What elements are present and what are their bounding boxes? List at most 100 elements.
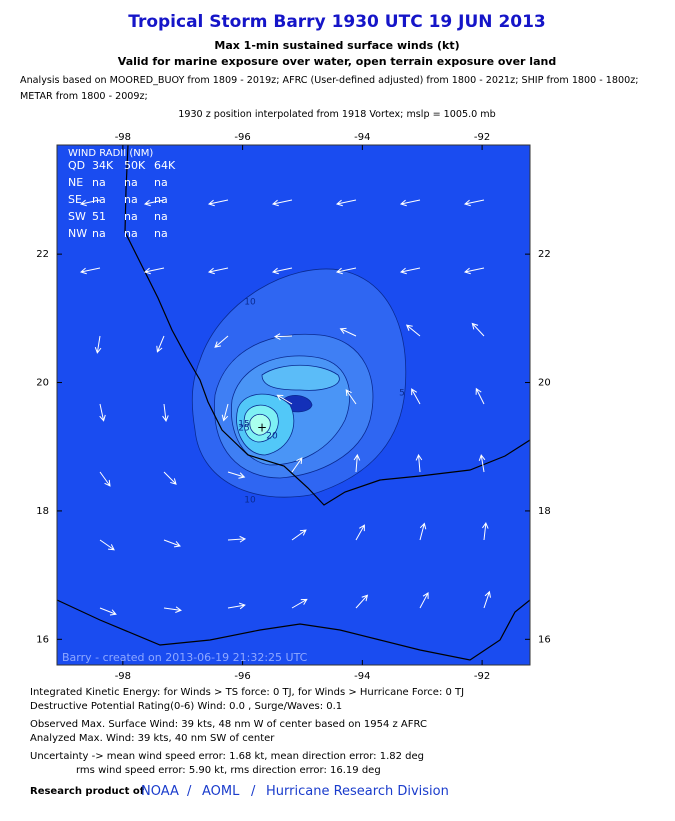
- wind-radii-cell: NW: [68, 227, 87, 240]
- center-marker: +: [257, 421, 267, 435]
- wind-arrow: [415, 453, 423, 473]
- x-tick-label: -94: [354, 671, 370, 682]
- coastline: [124, 145, 530, 506]
- coastline: [57, 599, 530, 661]
- wind-radii-cell: SE: [68, 193, 82, 206]
- wind-radii-cell: na: [124, 210, 138, 223]
- contour-label: 25: [238, 424, 249, 434]
- link[interactable]: Hurricane Research Division: [266, 784, 449, 799]
- wind-radii-cell: na: [154, 227, 168, 240]
- research-label: Research product of: [30, 786, 145, 797]
- wind-arrow: [291, 529, 307, 541]
- wind-radii-cell: na: [92, 227, 106, 240]
- wind-arrow: [227, 471, 246, 479]
- wind-arrow: [419, 522, 427, 541]
- y-tick-label: 22: [538, 249, 551, 260]
- x-tick-label: -96: [234, 671, 250, 682]
- wind-arrow: [156, 335, 165, 353]
- wind-arrow: [163, 539, 181, 548]
- wind-radii-header: 50K: [124, 159, 146, 172]
- wind-arrow: [143, 199, 165, 207]
- contour-label: 15: [238, 420, 249, 430]
- wind-arrow: [94, 335, 102, 354]
- wind-arrow: [399, 267, 421, 275]
- ticks: -98 -98 -96 -96 -94 -94 -92 -92 22 22 20 20 18 18 16 16: [36, 132, 550, 682]
- wind-arrow: [214, 335, 229, 348]
- wind-radii-header: 34K: [92, 159, 114, 172]
- wind-arrow: [291, 598, 308, 609]
- x-tick-label: -96: [234, 132, 250, 143]
- wind-arrow: [99, 403, 106, 422]
- footer-line: Destructive Potential Rating(0-6) Wind: …: [30, 701, 342, 712]
- wind-radii-cell: na: [124, 193, 138, 206]
- contours: [191, 268, 407, 498]
- wind-arrow: [463, 267, 485, 275]
- footer-line: Integrated Kinetic Energy: for Winds > T…: [30, 687, 464, 698]
- y-tick-label: 20: [36, 378, 49, 389]
- contour-label: 10: [244, 298, 256, 308]
- map-frame: [56, 144, 531, 666]
- footer-line: Analyzed Max. Wind: 39 kts, 40 nm SW of …: [30, 733, 275, 744]
- link[interactable]: NOAA: [141, 784, 179, 799]
- wind-arrow: [478, 454, 486, 473]
- y-tick-label: 20: [538, 378, 551, 389]
- x-tick-label: -98: [115, 132, 131, 143]
- map: -98 -98 -96 -96 -94 -94 -92 -92 22 22 20 20 18 18 16 16…: [36, 132, 550, 682]
- wind-arrow: [99, 471, 111, 487]
- wind-arrow: [471, 322, 485, 337]
- wind-radii-header: QD: [68, 159, 85, 172]
- wind-arrow: [276, 394, 293, 405]
- footer-line: Observed Max. Surface Wind: 39 kts, 48 n…: [30, 719, 427, 730]
- wind-arrow: [99, 539, 115, 551]
- wind-arrow: [291, 457, 303, 473]
- wind-arrow: [271, 267, 293, 275]
- footer-line: rms wind speed error: 5.90 kt, rms direc…: [76, 765, 381, 776]
- separator: /: [251, 784, 256, 799]
- wind-radii-cell: na: [92, 176, 106, 189]
- wind-radii-cell: na: [124, 176, 138, 189]
- wind-arrow: [355, 524, 365, 541]
- title: Tropical Storm Barry 1930 UTC 19 JUN 201…: [128, 12, 546, 32]
- x-tick-label: -94: [354, 132, 370, 143]
- y-tick-label: 18: [36, 506, 49, 517]
- wind-arrow: [79, 199, 101, 207]
- wind-arrow: [399, 199, 421, 207]
- wind-arrow: [227, 602, 246, 610]
- x-tick-label: -98: [115, 671, 131, 682]
- wind-arrow: [271, 199, 293, 207]
- wind-arrow: [207, 199, 229, 207]
- wind-arrow: [163, 471, 177, 485]
- wind-radii-header: 64K: [154, 159, 176, 172]
- y-tick-label: 16: [538, 634, 551, 645]
- wind-arrow: [353, 453, 361, 473]
- subtitle: Valid for marine exposure over water, op…: [118, 55, 556, 68]
- wind-arrow: [335, 199, 357, 207]
- separator: /: [187, 784, 192, 799]
- link[interactable]: AOML: [202, 784, 240, 799]
- research-links: NOAA / AOML / Hurricane Research Divisio…: [141, 784, 449, 799]
- wind-arrow: [411, 388, 421, 405]
- wind-arrow: [339, 327, 357, 337]
- x-tick-label: -92: [474, 132, 490, 143]
- wind-radii-title: WIND RADII (NM): [68, 148, 153, 159]
- wind-arrow: [405, 324, 421, 337]
- wind-radii-cell: na: [154, 210, 168, 223]
- wind-arrow: [163, 606, 182, 613]
- contour-label: 10: [244, 496, 256, 506]
- wind-radii-cell: na: [92, 193, 106, 206]
- footer-line: Uncertainty -> mean wind speed error: 1.…: [30, 751, 424, 762]
- wind-arrow: [227, 535, 247, 543]
- wind-radii-cell: na: [154, 176, 168, 189]
- wind-arrow: [273, 333, 293, 340]
- wind-arrow: [79, 267, 101, 275]
- wind-arrow: [335, 267, 357, 275]
- x-tick-label: -92: [474, 671, 490, 682]
- contour-label: 20: [266, 432, 278, 442]
- wind-arrow: [355, 594, 369, 609]
- position-note: 1930 z position interpolated from 1918 V…: [178, 109, 495, 120]
- analysis-line: Analysis based on MOORED_BUOY from 1809 …: [20, 75, 638, 86]
- contour-label: 5: [399, 389, 405, 399]
